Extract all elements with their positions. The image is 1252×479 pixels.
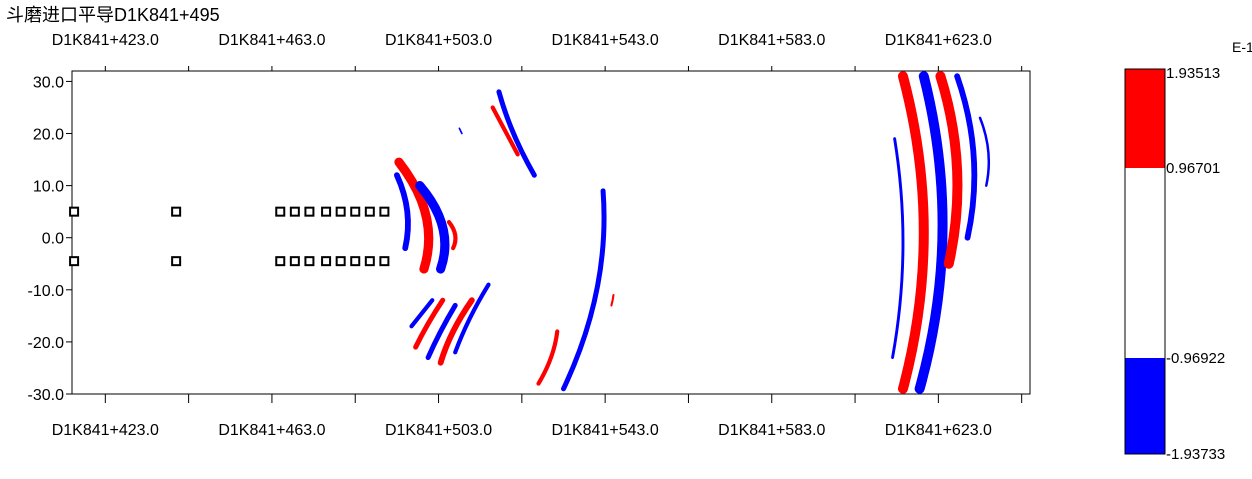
reflection-band — [914, 71, 948, 394]
reflection-band — [490, 105, 520, 157]
reflection-band — [935, 71, 963, 269]
top-tick-label: D1K841+503.0 — [385, 32, 492, 49]
reflection-bands — [393, 71, 991, 394]
reflection-band — [413, 297, 446, 350]
detector-marker — [335, 206, 346, 217]
detector-marker — [171, 206, 182, 217]
detector-marker — [289, 256, 300, 267]
reflection-band — [437, 297, 475, 366]
reflection-band — [453, 282, 491, 355]
detector-marker — [275, 256, 286, 267]
detector-marker — [69, 256, 80, 267]
plot-frame — [71, 70, 1031, 395]
bottom-tick-label: D1K841+543.0 — [552, 422, 659, 439]
detector-marker — [364, 256, 375, 267]
legend-label-max: 1.93513 — [1166, 65, 1220, 82]
legend-frame — [1124, 68, 1166, 455]
y-tick-label: 30.0 — [33, 74, 64, 91]
y-tick-label: -30.0 — [28, 387, 65, 404]
legend-mid-band — [1125, 168, 1165, 358]
y-axis: 30.0 20.0 10.0 0.0 -10.0 -20.0 -30.0 — [28, 74, 72, 404]
legend-low-band — [1125, 358, 1165, 454]
y-tick-label: 10.0 — [33, 179, 64, 196]
top-tick-label: D1K841+423.0 — [52, 32, 159, 49]
reflection-band — [425, 302, 458, 361]
reflection-band — [897, 71, 929, 394]
detector-marker — [379, 256, 390, 267]
x-ticks — [104, 66, 1023, 403]
reflection-band — [954, 73, 978, 241]
detector-marker — [69, 206, 80, 217]
reflection-band — [978, 116, 991, 187]
reflection-band — [536, 329, 560, 386]
top-tick-labels: D1K841+423.0 D1K841+463.0 D1K841+503.0 D1K8… — [52, 32, 992, 49]
chart-title: 斗磨进口平导D1K841+495 — [6, 5, 220, 25]
detector-marker — [379, 206, 390, 217]
detector-marker — [275, 206, 286, 217]
reflection-band — [394, 157, 434, 274]
detector-marker — [350, 256, 361, 267]
reflection-band — [415, 181, 450, 274]
reflection-band — [496, 89, 537, 178]
top-tick-label: D1K841+583.0 — [718, 32, 825, 49]
reflection-band — [610, 293, 615, 307]
y-tick-label: 20.0 — [33, 127, 64, 144]
legend-label-upper: 0.96701 — [1166, 160, 1220, 177]
legend-unit: E-1 — [1232, 39, 1252, 55]
color-legend: E-1 1.93513 0.96701 -0.96922 -1.93733 — [1124, 39, 1252, 463]
reflection-band — [560, 188, 607, 392]
detector-marker — [321, 256, 332, 267]
detector-marker — [321, 206, 332, 217]
detector-marker — [304, 256, 315, 267]
detector-marker — [171, 256, 182, 267]
top-tick-label: D1K841+623.0 — [885, 32, 992, 49]
bottom-tick-label: D1K841+503.0 — [385, 422, 492, 439]
legend-high-band — [1125, 69, 1165, 168]
bottom-tick-label: D1K841+463.0 — [218, 422, 325, 439]
reflection-band — [891, 137, 905, 359]
y-tick-label: -20.0 — [28, 335, 65, 352]
reflection-band — [393, 172, 411, 252]
detector-markers — [69, 206, 390, 267]
top-tick-label: D1K841+543.0 — [552, 32, 659, 49]
detector-marker — [364, 206, 375, 217]
detector-marker — [335, 256, 346, 267]
y-tick-label: -10.0 — [28, 283, 65, 300]
detector-marker — [304, 206, 315, 217]
detector-marker — [289, 206, 300, 217]
bottom-tick-labels: D1K841+423.0 D1K841+463.0 D1K841+503.0 D1K8… — [52, 422, 992, 439]
bottom-tick-label: D1K841+583.0 — [718, 422, 825, 439]
plot-area: 30.0 20.0 10.0 0.0 -10.0 -20.0 -30.0 — [28, 66, 1031, 404]
reflection-band — [458, 127, 463, 135]
reflection-band — [409, 298, 435, 329]
legend-label-lower: -0.96922 — [1166, 350, 1225, 367]
legend-label-min: -1.93733 — [1166, 446, 1225, 463]
bottom-tick-label: D1K841+623.0 — [885, 422, 992, 439]
y-tick-label: 0.0 — [42, 231, 64, 248]
bottom-tick-label: D1K841+423.0 — [52, 422, 159, 439]
detector-marker — [350, 206, 361, 217]
reflection-band — [446, 219, 458, 251]
top-tick-label: D1K841+463.0 — [218, 32, 325, 49]
